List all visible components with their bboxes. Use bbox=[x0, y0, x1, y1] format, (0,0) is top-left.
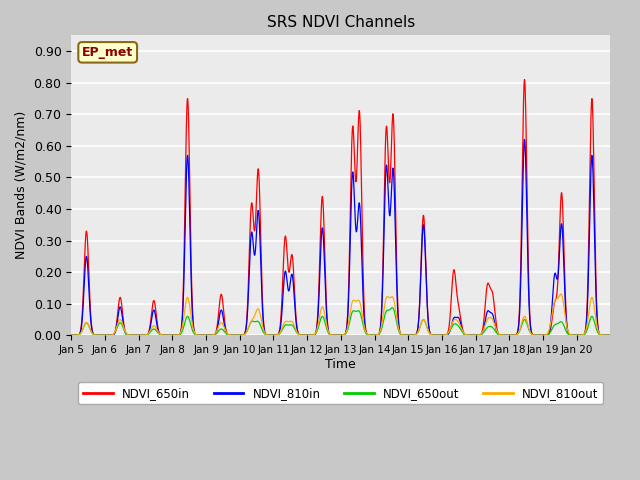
NDVI_810out bbox=[458, 325, 465, 331]
Text: EP_met: EP_met bbox=[82, 46, 133, 59]
Legend: NDVI_650in, NDVI_810in, NDVI_650out, NDVI_810out: NDVI_650in, NDVI_810in, NDVI_650out, NDV… bbox=[78, 382, 604, 404]
Title: SRS NDVI Channels: SRS NDVI Channels bbox=[267, 15, 415, 30]
X-axis label: Time: Time bbox=[326, 358, 356, 371]
NDVI_810in bbox=[492, 324, 499, 330]
NDVI_650in bbox=[607, 333, 614, 338]
NDVI_650in bbox=[410, 332, 418, 338]
NDVI_650out bbox=[607, 333, 614, 338]
NDVI_650out bbox=[178, 329, 186, 335]
NDVI_650in bbox=[524, 257, 532, 263]
NDVI_650in bbox=[601, 333, 609, 338]
NDVI_810in bbox=[458, 323, 465, 329]
NDVI_650out bbox=[524, 325, 532, 331]
NDVI_810in bbox=[521, 137, 529, 143]
NDVI_810in bbox=[601, 333, 609, 338]
Line: NDVI_650out: NDVI_650out bbox=[71, 308, 611, 336]
NDVI_810out bbox=[492, 325, 499, 331]
NDVI_810out bbox=[410, 332, 418, 338]
NDVI_810out bbox=[178, 326, 186, 332]
NDVI_810out bbox=[601, 333, 609, 338]
NDVI_810out bbox=[607, 333, 614, 338]
NDVI_810in bbox=[178, 324, 186, 330]
NDVI_650out bbox=[601, 333, 609, 338]
NDVI_650out bbox=[67, 333, 75, 338]
NDVI_650out bbox=[458, 328, 465, 334]
Line: NDVI_810out: NDVI_810out bbox=[71, 294, 611, 336]
NDVI_810out bbox=[524, 323, 532, 328]
NDVI_650out bbox=[388, 305, 396, 311]
NDVI_650in bbox=[492, 317, 499, 323]
NDVI_810in bbox=[410, 332, 418, 338]
NDVI_650in bbox=[521, 77, 529, 83]
Line: NDVI_810in: NDVI_810in bbox=[71, 140, 611, 336]
NDVI_810in bbox=[67, 333, 75, 338]
NDVI_650in bbox=[178, 322, 186, 327]
NDVI_650out bbox=[492, 329, 500, 335]
NDVI_810out bbox=[67, 333, 75, 338]
NDVI_650in bbox=[458, 319, 465, 325]
Line: NDVI_650in: NDVI_650in bbox=[71, 80, 611, 336]
NDVI_810out bbox=[557, 291, 564, 297]
Y-axis label: NDVI Bands (W/m2/nm): NDVI Bands (W/m2/nm) bbox=[15, 111, 28, 260]
NDVI_650out bbox=[410, 332, 418, 338]
NDVI_810in bbox=[524, 275, 532, 281]
NDVI_650in bbox=[67, 333, 75, 338]
NDVI_810in bbox=[607, 333, 614, 338]
